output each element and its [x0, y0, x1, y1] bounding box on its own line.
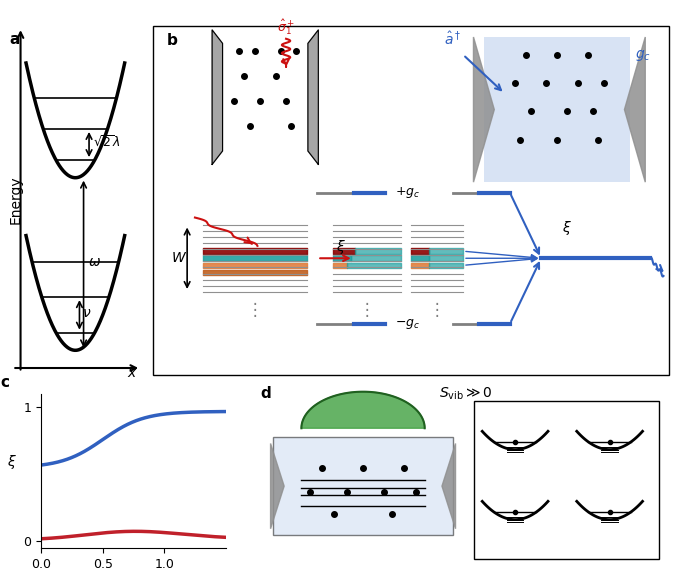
Text: ⋮: ⋮	[429, 300, 445, 319]
Polygon shape	[625, 37, 645, 182]
Text: ν: ν	[83, 306, 91, 320]
Text: $+g_c$: $+g_c$	[395, 185, 421, 200]
Text: $\hat{a}^\dagger$: $\hat{a}^\dagger$	[444, 30, 461, 47]
Text: x: x	[127, 366, 136, 380]
FancyBboxPatch shape	[153, 26, 669, 375]
Text: $\hat{\sigma}_1^+$: $\hat{\sigma}_1^+$	[277, 18, 295, 37]
Polygon shape	[271, 444, 284, 529]
Text: $g_c$: $g_c$	[635, 47, 651, 63]
Polygon shape	[308, 30, 319, 164]
Text: $\xi$: $\xi$	[336, 238, 345, 256]
Text: ω: ω	[89, 255, 101, 270]
Polygon shape	[212, 30, 223, 164]
Polygon shape	[473, 37, 495, 182]
Text: $-g_c$: $-g_c$	[395, 317, 421, 331]
Polygon shape	[442, 444, 456, 529]
FancyBboxPatch shape	[484, 37, 630, 182]
Text: b: b	[166, 34, 177, 49]
Text: ⋮: ⋮	[358, 300, 375, 319]
Text: $\xi$: $\xi$	[562, 219, 572, 237]
Polygon shape	[301, 392, 425, 428]
FancyBboxPatch shape	[273, 437, 453, 535]
Text: $S_\mathrm{vib} \gg 0$: $S_\mathrm{vib} \gg 0$	[439, 385, 493, 402]
Text: d: d	[260, 385, 271, 401]
Text: ⋮: ⋮	[247, 300, 263, 319]
Text: W: W	[171, 251, 185, 266]
Text: Energy: Energy	[8, 175, 22, 224]
Text: a: a	[10, 31, 20, 47]
FancyBboxPatch shape	[474, 401, 659, 559]
Text: $\sqrt{2}\lambda$: $\sqrt{2}\lambda$	[93, 135, 121, 150]
Y-axis label: $\xi$: $\xi$	[8, 453, 17, 471]
Text: c: c	[1, 376, 10, 391]
